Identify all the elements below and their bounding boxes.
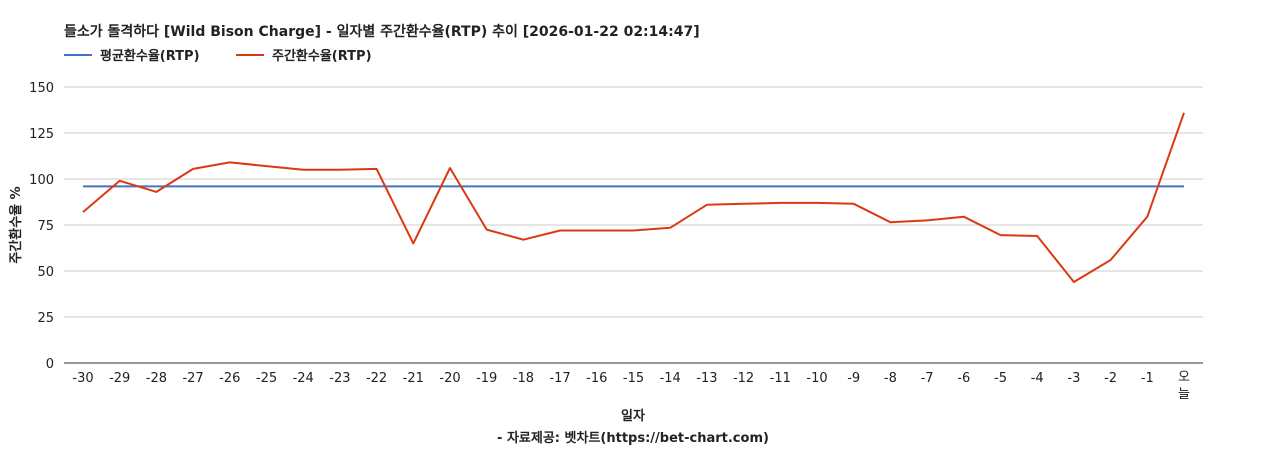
legend-label-weekly-rtp: 주간환수율(RTP) — [272, 48, 372, 64]
y-tick-label: 125 — [29, 127, 54, 142]
y-tick-label: 100 — [29, 173, 54, 188]
x-tick-label: -27 — [182, 371, 203, 386]
x-tick-label: -2 — [1104, 371, 1117, 386]
x-tick-label: -20 — [439, 371, 460, 386]
x-tick-label: -7 — [921, 371, 934, 386]
y-axis-ticks: 0 25 50 75 100 125 150 — [29, 81, 54, 372]
series-lines — [82, 112, 1185, 283]
chart-title: 들소가 돌격하다 [Wild Bison Charge] - 일자별 주간환수율… — [64, 23, 700, 40]
series-line-weekly-rtp — [82, 112, 1185, 283]
grid — [64, 86, 1203, 318]
y-tick-label: 150 — [29, 81, 54, 96]
y-tick-label: 50 — [37, 265, 54, 280]
x-tick-label: -10 — [806, 371, 827, 386]
x-tick-label: -25 — [256, 371, 277, 386]
x-tick-label: -16 — [586, 371, 607, 386]
x-tick-label: -30 — [72, 371, 93, 386]
x-tick-label: -9 — [847, 371, 860, 386]
x-tick-label: -23 — [329, 371, 350, 386]
x-tick-label: -11 — [770, 371, 791, 386]
x-tick-label: -24 — [293, 371, 314, 386]
x-tick-label: -28 — [146, 371, 167, 386]
y-tick-label: 25 — [37, 311, 54, 326]
x-tick-label: -14 — [660, 371, 681, 386]
x-tick-label: -19 — [476, 371, 497, 386]
source-note: - 자료제공: 벳차트(https://bet-chart.com) — [497, 430, 769, 446]
x-axis-ticks: -30 -29 -28 -27 -26 -25 -24 -23 -22 -21 -20 -19 -18-… — [72, 370, 1190, 402]
legend: 평균환수율(RTP) 주간환수율(RTP) — [64, 48, 372, 64]
x-tick-label: -15 — [623, 371, 644, 386]
y-tick-label: 75 — [37, 219, 54, 234]
x-tick-label: -17 — [549, 371, 570, 386]
y-tick-label: 0 — [46, 357, 54, 372]
x-tick-label: -12 — [733, 371, 754, 386]
y-axis-title: 주간환수율 % — [8, 186, 24, 263]
x-tick-label: -5 — [994, 371, 1007, 386]
x-axis-title: 일자 — [621, 409, 645, 424]
x-tick-label: -4 — [1031, 371, 1044, 386]
x-tick-label: -1 — [1141, 371, 1154, 386]
x-tick-label: -26 — [219, 371, 240, 386]
x-tick-label: -13 — [696, 371, 717, 386]
x-tick-label: -6 — [957, 371, 970, 386]
x-tick-label: -29 — [109, 371, 130, 386]
legend-label-avg-rtp: 평균환수율(RTP) — [100, 48, 200, 64]
x-tick-label: -18 — [513, 371, 534, 386]
x-tick-label: -3 — [1067, 371, 1080, 386]
x-tick-label: -22 — [366, 371, 387, 386]
x-tick-label: -21 — [403, 371, 424, 386]
x-tick-label: -8 — [884, 371, 897, 386]
